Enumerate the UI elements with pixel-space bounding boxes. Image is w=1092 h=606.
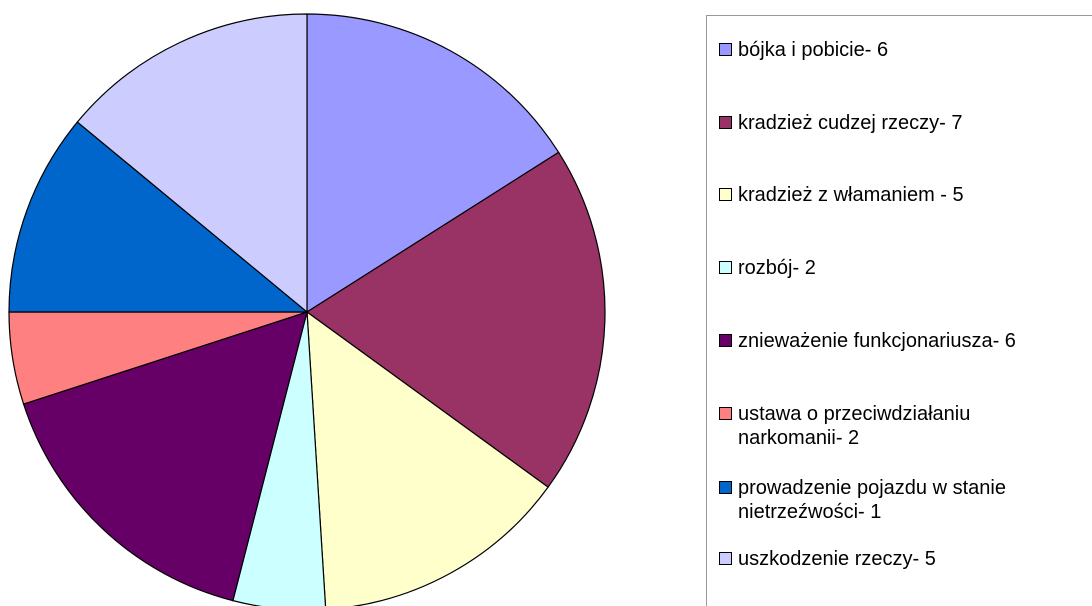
legend-label: kradzież cudzej rzeczy- 7 [738,112,963,134]
pie-slice [76,13,308,314]
legend-label: bójka i pobicie- 6 [738,39,889,61]
legend-swatch [719,407,732,420]
legend-label: rozbój- 2 [738,257,816,279]
legend-swatch [719,481,732,494]
pie-slice [8,121,309,313]
legend-swatch [719,261,732,274]
pie-slice [306,310,549,606]
legend-swatch [719,552,732,565]
legend-swatch [719,188,732,201]
pie-chart [8,13,606,606]
legend-swatch [719,334,732,347]
legend-label: ustawa o przeciwdziałaniu narkomanii- 2 [738,403,971,449]
legend-swatch [719,43,732,56]
legend: bójka i pobicie- 6 kradzież cudzej rzeczy… [706,15,1092,606]
legend-label: znieważenie funkcjonariusza- 6 [738,330,1016,352]
legend-swatch [719,116,732,129]
pie-slice [305,151,606,488]
legend-label: uszkodzenie rzeczy- 5 [738,548,936,570]
legend-label: prowadzenie pojazdu w stanie nietrzeźwoś… [738,477,1006,523]
legend-label: kradzież z włamaniem - 5 [738,184,964,206]
pie-slice [306,13,560,314]
pie-slice [22,311,308,602]
